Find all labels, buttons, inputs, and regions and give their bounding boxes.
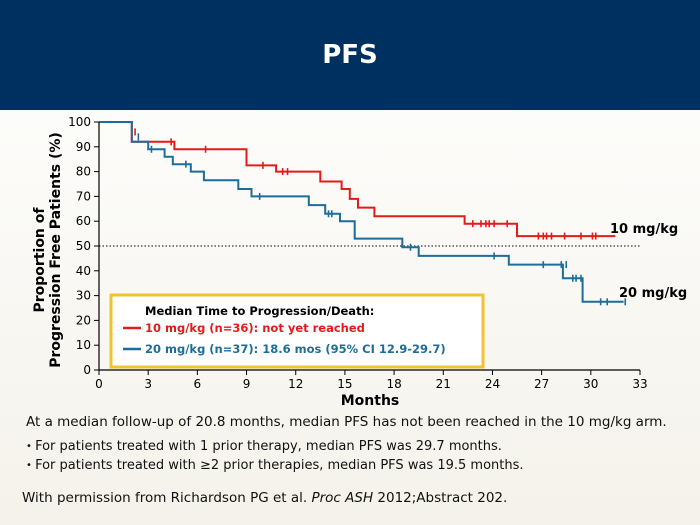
end-label-20mgkg: 20 mg/kg (619, 286, 687, 301)
y-tick-label: 50 (76, 239, 91, 253)
bullet-2-prior: For patients treated with ≥2 prior thera… (26, 456, 686, 475)
page-title: PFS (322, 40, 378, 70)
x-axis-title: Months (341, 393, 400, 409)
y-tick-label: 80 (76, 165, 91, 179)
y-tick-label: 90 (76, 140, 91, 154)
series-line-1 (99, 121, 624, 303)
summary-text: At a median follow-up of 20.8 months, me… (26, 414, 667, 430)
x-tick-label: 15 (337, 377, 352, 391)
pfs-chart: 0 10 20 30 40 50 60 70 80 90 100 0 3 6 9 12 15 18 21 24 27 30… (32, 115, 687, 409)
legend-heading: Median Time to Progression/Death: (145, 304, 374, 318)
x-tick-label: 9 (243, 377, 251, 391)
y-tick-label: 60 (76, 214, 91, 228)
y-axis-title-line2: Progression Free Patients (%) (48, 132, 64, 368)
y-tick-label: 0 (83, 363, 91, 377)
x-tick-label: 3 (144, 377, 152, 391)
x-tick-label: 24 (485, 377, 500, 391)
y-tick-label: 10 (76, 338, 91, 352)
x-tick-label: 21 (436, 377, 451, 391)
citation-prefix: With permission from Richardson PG et al… (22, 490, 312, 506)
y-tick-label: 20 (76, 313, 91, 327)
legend-entry-10mgkg: 10 mg/kg (n=36): not yet reached (145, 321, 365, 335)
x-tick-label: 27 (534, 377, 549, 391)
bullet-1-prior: For patients treated with 1 prior therap… (26, 437, 686, 456)
y-tick-label: 70 (76, 189, 91, 203)
legend-box (109, 293, 485, 369)
notes-block: At a median follow-up of 20.8 months, me… (26, 414, 686, 475)
citation-suffix: 2012;Abstract 202. (373, 490, 508, 506)
x-tick-label: 12 (288, 377, 303, 391)
legend: Median Time to Progression/Death: 10 mg/… (109, 293, 485, 369)
x-tick-label: 0 (95, 377, 103, 391)
series-line-0 (99, 121, 616, 238)
citation-journal: Proc ASH (311, 490, 374, 506)
legend-entry-20mgkg: 20 mg/kg (n=37): 18.6 mos (95% CI 12.9-2… (145, 342, 446, 356)
y-axis-title-line1: Proportion of (32, 207, 48, 313)
x-tick-label: 18 (386, 377, 401, 391)
x-tick-label: 6 (194, 377, 202, 391)
x-tick-label: 33 (632, 377, 647, 391)
x-tick-label: 30 (583, 377, 598, 391)
y-tick-label: 30 (76, 289, 91, 303)
citation: With permission from Richardson PG et al… (22, 490, 507, 506)
title-banner: PFS (0, 0, 700, 110)
y-tick-label: 40 (76, 264, 91, 278)
y-tick-label: 100 (68, 115, 91, 129)
end-label-10mgkg: 10 mg/kg (610, 222, 678, 237)
